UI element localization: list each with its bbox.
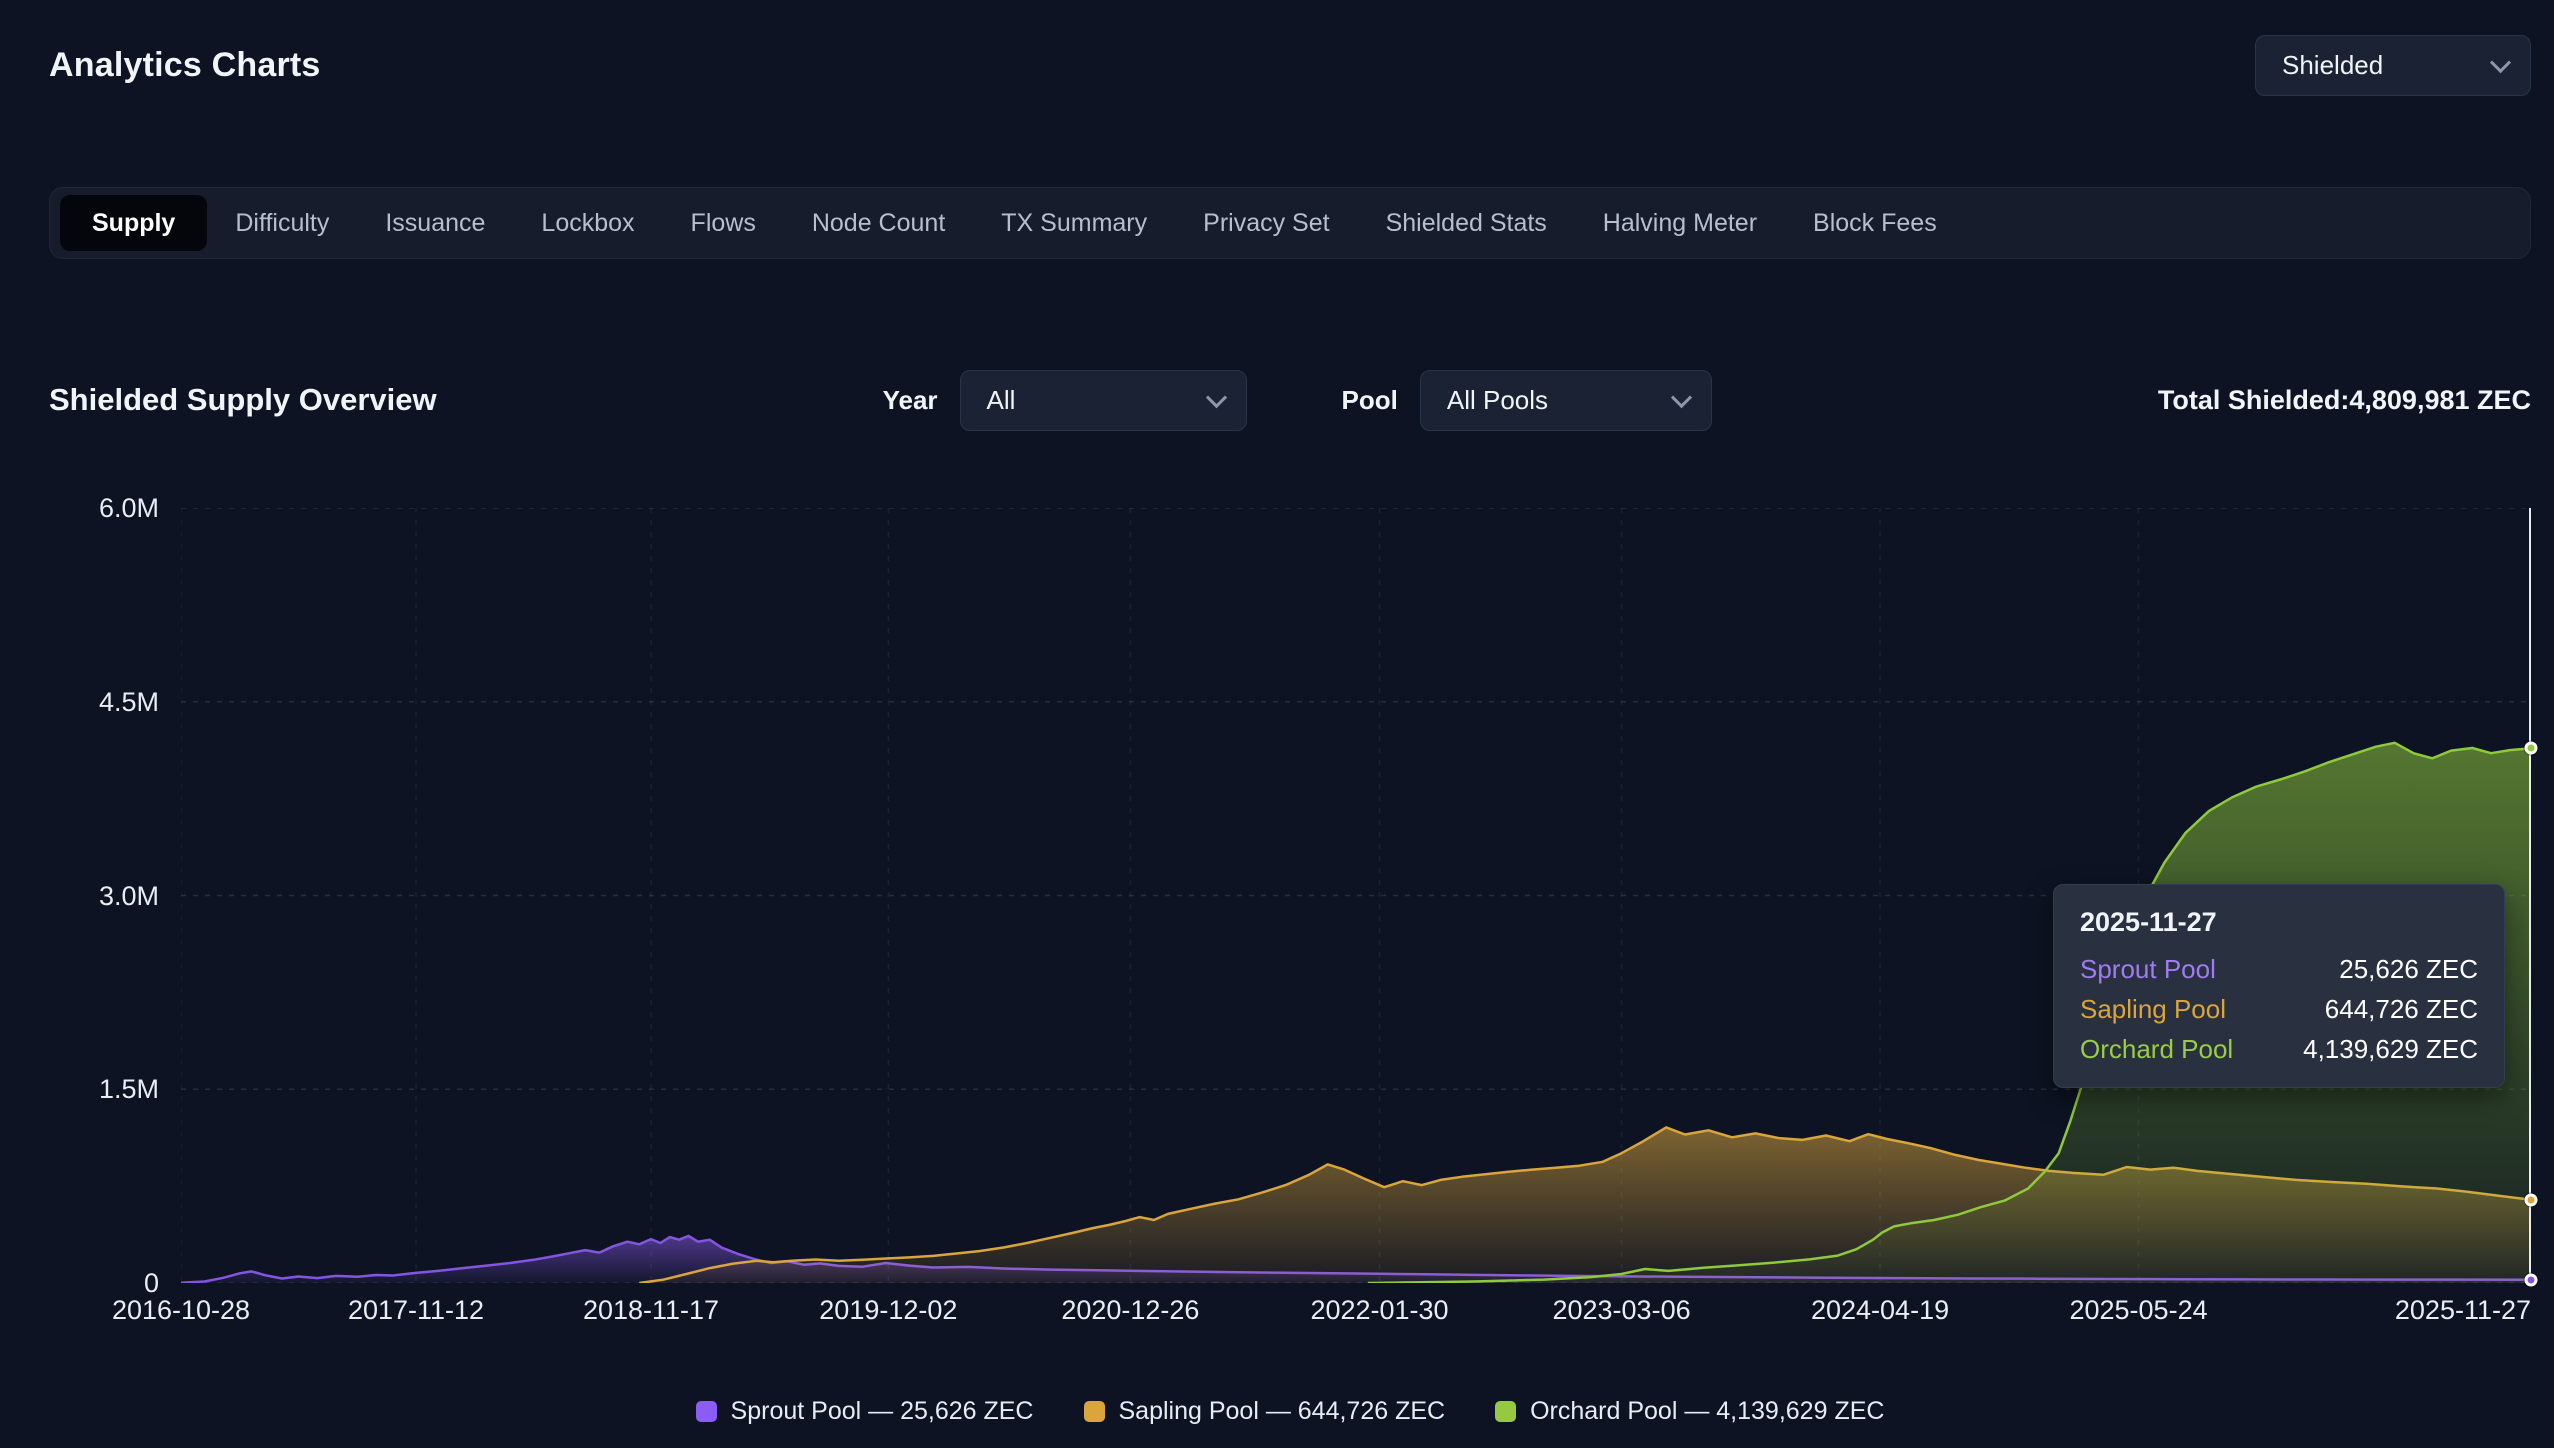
chevron-down-icon <box>1670 386 1692 408</box>
total-shielded: Total Shielded:4,809,981 ZEC <box>2158 385 2531 416</box>
year-select[interactable]: All <box>959 369 1247 431</box>
tab-shielded-stats[interactable]: Shielded Stats <box>1358 195 1575 251</box>
legend-label: Sprout Pool — 25,626 ZEC <box>730 1397 1034 1425</box>
tab-node-count[interactable]: Node Count <box>784 195 973 251</box>
x-axis-label: 2022-01-30 <box>1310 1295 1449 1325</box>
x-axis-label: 2016-10-28 <box>111 1295 251 1325</box>
tooltip-rows: Sprout Pool 25,626 ZEC Sapling Pool 644,726… <box>2080 954 2478 1065</box>
x-axis-labels: 2016-10-28 2017-11-12 2018-11-17 2019-12-02… <box>112 1295 2531 1339</box>
x-axis-label: 2020-12-26 <box>1061 1295 1200 1325</box>
tooltip-row-label: Orchard Pool <box>2080 1034 2234 1064</box>
total-shielded-value: 4,809,981 ZEC <box>2349 384 2531 415</box>
x-axis-label: 2025-05-24 <box>2069 1295 2208 1325</box>
tooltip-row-value: 4,139,629 ZEC <box>2303 1034 2478 1064</box>
tooltip-row-label: Sapling Pool <box>2080 994 2226 1024</box>
legend-item: Sprout Pool — 25,626 ZEC <box>695 1397 1034 1426</box>
pool-label: Pool <box>1341 384 1398 415</box>
view-selector[interactable]: Shielded <box>2255 35 2531 96</box>
tooltip-row-label: Sprout Pool <box>2080 954 2216 984</box>
section-header: Shielded Supply Overview Year All Pool A… <box>49 369 2531 431</box>
pool-select-value: All Pools <box>1446 384 1549 415</box>
tab-bar: Supply Difficulty Issuance Lockbox Flows Node… <box>49 187 2531 259</box>
y-axis-label: 1.5M <box>98 1074 159 1105</box>
legend-label: Sapling Pool — 644,726 ZEC <box>1118 1397 1446 1425</box>
year-select-value: All <box>986 384 1016 415</box>
chart-tooltip: 2025-11-27 Sprout Pool 25,626 ZEC Sapling … <box>2053 884 2505 1088</box>
x-axis-label: 2025-11-27 <box>2394 1295 2531 1325</box>
x-axis-label: 2018-11-17 <box>582 1295 720 1325</box>
legend-label: Orchard Pool — 4,139,629 ZEC <box>1530 1397 1885 1425</box>
page-title: Analytics Charts <box>49 46 321 84</box>
orchard-line <box>1367 741 2531 1283</box>
legend-item: Sapling Pool — 644,726 ZEC <box>1083 1397 1446 1426</box>
total-shielded-label: Total Shielded: <box>2157 384 2350 415</box>
legend-item: Orchard Pool — 4,139,629 ZEC <box>1495 1397 1884 1426</box>
header: Analytics Charts Shielded <box>49 35 2531 96</box>
orchard-end-dot <box>2524 741 2538 755</box>
tooltip-row-value: 25,626 ZEC <box>2339 954 2478 984</box>
tab-lockbox[interactable]: Lockbox <box>513 195 662 251</box>
tab-difficulty[interactable]: Difficulty <box>207 195 357 251</box>
tab-block-fees[interactable]: Block Fees <box>1785 195 1965 251</box>
tooltip-date: 2025-11-27 <box>2080 907 2217 937</box>
tab-flows[interactable]: Flows <box>663 195 784 251</box>
chart-legend: Sprout Pool — 25,626 ZEC Sapling Pool — 6… <box>49 1397 2531 1426</box>
y-axis-label: 4.5M <box>98 686 159 717</box>
sprout-end-dot <box>2524 1273 2538 1287</box>
tooltip-row-value: 644,726 ZEC <box>2324 994 2478 1024</box>
x-axis-label: 2019-12-02 <box>819 1295 958 1325</box>
tab-privacy-set[interactable]: Privacy Set <box>1175 195 1357 251</box>
y-axis-labels: 0 1.5M 3.0M 4.5M 6.0M <box>49 493 159 1298</box>
legend-swatch <box>1083 1401 1105 1422</box>
tab-issuance[interactable]: Issuance <box>357 195 513 251</box>
orchard-area <box>1367 742 2531 1283</box>
legend-swatch <box>1495 1401 1517 1422</box>
legend-swatch <box>695 1401 717 1422</box>
year-label: Year <box>882 384 938 415</box>
chart-plot[interactable]: 2025-11-27 Sprout Pool 25,626 ZEC Sapling … <box>181 508 2538 1287</box>
view-selector-value: Shielded <box>2282 50 2384 80</box>
supply-area-chart[interactable] <box>181 508 2531 1283</box>
x-axis-label: 2023-03-06 <box>1552 1295 1691 1325</box>
tab-halving-meter[interactable]: Halving Meter <box>1575 195 1785 251</box>
x-axis-label: 2024-04-19 <box>1810 1295 1950 1325</box>
tab-supply[interactable]: Supply <box>60 195 208 251</box>
y-axis-label: 6.0M <box>98 493 159 523</box>
tab-tx-summary[interactable]: TX Summary <box>973 195 1175 251</box>
sapling-end-dot <box>2524 1193 2538 1207</box>
y-axis-label: 3.0M <box>98 880 159 911</box>
chevron-down-icon <box>2489 52 2512 74</box>
chevron-down-icon <box>1205 386 1227 408</box>
y-axis-label: 0 <box>143 1268 159 1298</box>
tooltip-row: Sapling Pool 644,726 ZEC <box>2080 994 2478 1025</box>
section-title: Shielded Supply Overview <box>49 382 437 417</box>
year-filter-group: Year All <box>882 369 1247 431</box>
tooltip-row: Sprout Pool 25,626 ZEC <box>2080 954 2478 985</box>
tooltip-row: Orchard Pool 4,139,629 ZEC <box>2080 1034 2478 1065</box>
pool-select[interactable]: All Pools <box>1419 369 1712 431</box>
pool-filter-group: Pool All Pools <box>1341 369 1712 431</box>
chart-area: 0 1.5M 3.0M 4.5M 6.0M 2025-11-27 Sprout Pool… <box>49 493 2538 1339</box>
x-axis-label: 2017-11-12 <box>347 1295 485 1325</box>
crosshair-line <box>2529 508 2531 1283</box>
